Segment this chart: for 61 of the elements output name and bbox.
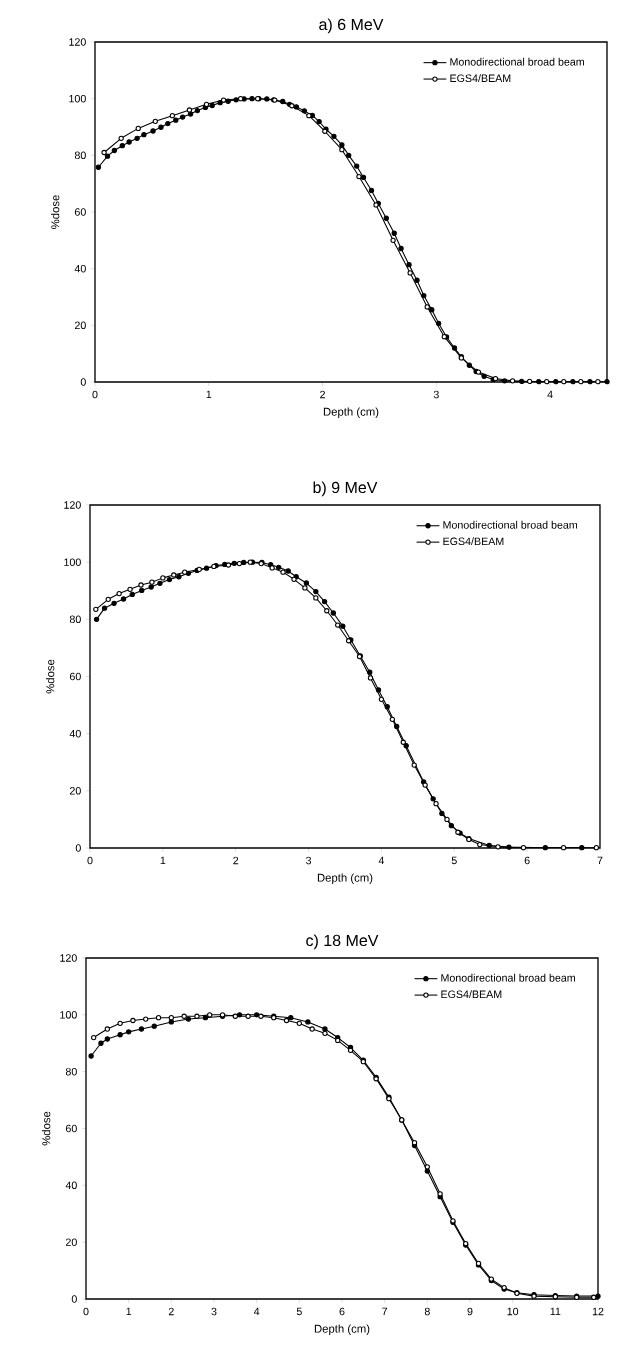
y-tick-label: 60 xyxy=(74,208,86,216)
y-tick-label: 0 xyxy=(75,844,81,852)
x-tick-label: 7 xyxy=(382,1307,388,1316)
x-tick-label: 3 xyxy=(211,1307,217,1316)
y-tick-label: 60 xyxy=(65,1124,77,1133)
y-tick-label: 80 xyxy=(65,1067,77,1076)
y-tick-label: 80 xyxy=(74,151,86,160)
x-tick-label: 0 xyxy=(92,390,98,399)
x-tick-label: 2 xyxy=(168,1307,174,1316)
y-tick-label: 120 xyxy=(64,501,81,509)
x-tick-label: 3 xyxy=(433,390,439,399)
legend-label: Monodirectional broad beam xyxy=(441,973,575,982)
x-tick-label: 1 xyxy=(206,390,212,399)
x-tick-label: 2 xyxy=(233,856,239,865)
y-tick-label: 0 xyxy=(80,378,86,386)
y-tick-label: 40 xyxy=(74,264,86,273)
legend-label: EGS4/BEAM xyxy=(441,990,502,999)
y-tick-label: 120 xyxy=(60,954,77,962)
x-tick-label: 2 xyxy=(320,390,325,399)
x-tick-label: 0 xyxy=(87,856,93,865)
y-tick-label: 60 xyxy=(69,672,81,681)
x-tick-label: 4 xyxy=(547,390,553,399)
y-tick-label: 40 xyxy=(65,1181,77,1190)
legend-label: EGS4/BEAM xyxy=(443,537,504,546)
x-tick-label: 9 xyxy=(467,1307,473,1316)
x-tick-label: 6 xyxy=(524,856,530,865)
y-tick-label: 100 xyxy=(64,558,81,566)
legend-label: EGS4/BEAM xyxy=(450,74,511,83)
x-tick-label: 11 xyxy=(550,1307,561,1316)
x-tick-label: 5 xyxy=(296,1307,302,1316)
x-tick-label: 3 xyxy=(306,856,312,865)
y-axis-title: %dose xyxy=(46,659,55,694)
y-tick-label: 20 xyxy=(74,321,86,330)
x-tick-label: 1 xyxy=(126,1307,132,1316)
chart-title: b) 9 MeV xyxy=(313,481,378,497)
y-axis-title: %dose xyxy=(51,195,60,229)
y-tick-label: 40 xyxy=(69,729,81,738)
y-axis-title: %dose xyxy=(42,1111,51,1146)
x-axis-title: Depth (cm) xyxy=(323,407,379,418)
x-axis-title: Depth (cm) xyxy=(314,1324,370,1335)
x-tick-label: 7 xyxy=(597,856,603,865)
x-tick-label: 10 xyxy=(507,1307,519,1316)
y-tick-label: 120 xyxy=(69,38,86,46)
x-tick-label: 4 xyxy=(253,1307,260,1316)
x-axis-title: Depth (cm) xyxy=(317,873,373,884)
y-tick-label: 100 xyxy=(60,1011,77,1019)
chart-title: a) 6 MeV xyxy=(319,18,384,34)
legend-label: Monodirectional broad beam xyxy=(450,57,584,66)
x-tick-label: 8 xyxy=(424,1307,430,1316)
x-tick-label: 1 xyxy=(160,856,166,865)
y-tick-label: 100 xyxy=(69,94,86,103)
legend-label: Monodirectional broad beam xyxy=(443,520,578,529)
x-tick-label: 6 xyxy=(339,1307,345,1316)
y-tick-label: 20 xyxy=(69,787,81,795)
x-tick-label: 4 xyxy=(378,856,385,865)
y-tick-label: 80 xyxy=(69,615,81,624)
y-tick-label: 20 xyxy=(65,1238,77,1246)
chart-title: c) 18 MeV xyxy=(306,934,379,950)
x-tick-label: 12 xyxy=(592,1307,604,1316)
x-tick-label: 5 xyxy=(451,856,457,865)
y-tick-label: 0 xyxy=(71,1295,77,1303)
